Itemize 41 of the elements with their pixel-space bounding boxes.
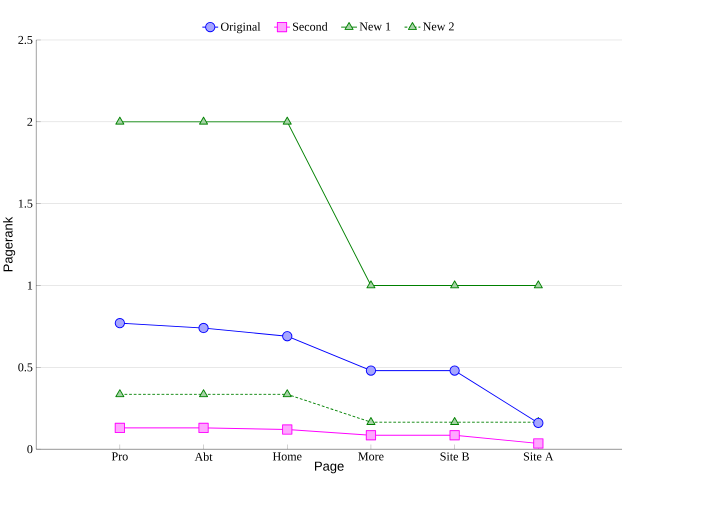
- legend-label: Second: [293, 22, 328, 31]
- x-tick-label: Pro: [112, 452, 128, 460]
- legend-label: New 1: [360, 22, 390, 31]
- point: [534, 280, 543, 288]
- y-tick-label: 0.5: [18, 363, 32, 372]
- point: [533, 418, 544, 428]
- point: [115, 116, 124, 125]
- point: [366, 417, 376, 425]
- x-tick-label: More: [358, 452, 384, 460]
- point: [198, 322, 209, 334]
- y-tick-label: 2: [27, 118, 32, 126]
- point: [114, 422, 125, 434]
- x-tick-label: Site A: [524, 452, 554, 461]
- x-axis-title: Page: [315, 462, 344, 474]
- y-tick-label: 1.5: [18, 200, 32, 208]
- x-tick-label: Site B: [440, 452, 469, 461]
- point: [450, 366, 460, 376]
- point: [533, 438, 544, 449]
- point: [366, 430, 376, 440]
- legend-label: New 2: [423, 22, 454, 31]
- point: [198, 422, 209, 434]
- point: [366, 366, 376, 376]
- point: [199, 389, 208, 398]
- point: [199, 116, 208, 125]
- point: [114, 318, 125, 328]
- point: [282, 116, 292, 125]
- y-axis-title: Pagerank: [3, 216, 16, 272]
- y-tick-label: 2.5: [18, 36, 32, 44]
- point: [450, 280, 460, 288]
- y-tick-label: 1: [28, 282, 32, 290]
- legend-label: Original: [220, 22, 260, 34]
- y-tick-label: 0: [27, 445, 32, 454]
- point: [282, 331, 292, 342]
- x-tick-label: Home: [272, 452, 302, 460]
- point: [115, 389, 124, 398]
- point: [282, 389, 292, 398]
- point: [282, 424, 292, 435]
- x-tick-label: Abt: [194, 452, 212, 461]
- point: [450, 430, 460, 440]
- point: [366, 280, 376, 288]
- point: [450, 417, 460, 425]
